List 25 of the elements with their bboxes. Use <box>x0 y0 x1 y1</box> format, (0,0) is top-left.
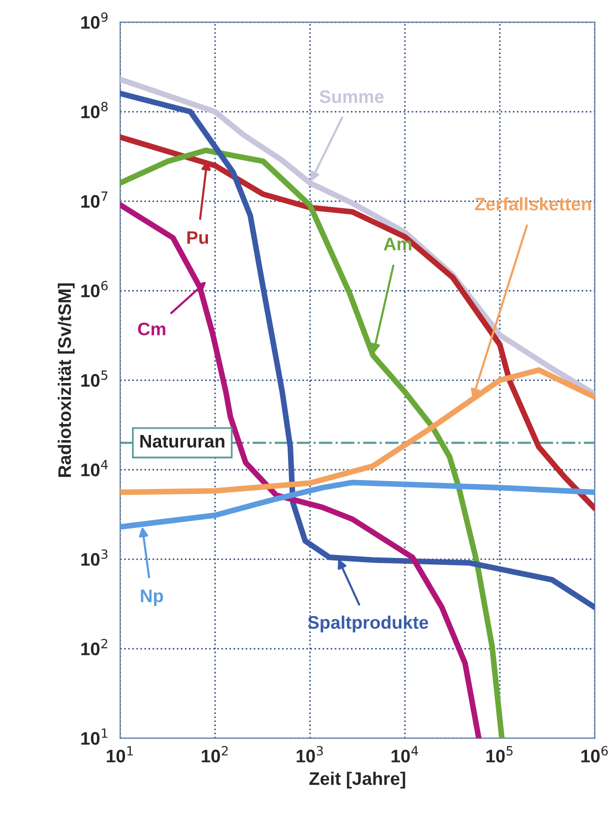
annotation: Np <box>140 590 164 606</box>
x-tick-label: 10$^{2}$ <box>202 746 228 762</box>
annotation: Summe <box>320 90 384 104</box>
y-tick-label: 10$^{2}$ <box>81 638 108 656</box>
x-axis-title: Zeit [Jahre] <box>309 772 406 789</box>
x-tick-label: 10$^{6}$ <box>581 746 608 762</box>
y-tick-label: 10$^{8}$ <box>81 102 108 118</box>
annotation: Pu <box>187 231 208 244</box>
x-tick-label: 10$^{1}$ <box>106 746 133 762</box>
x-tick-label: 10$^{3}$ <box>296 746 323 762</box>
annotation: Spaltprodukte <box>308 616 428 632</box>
y-tick-label: 10$^{4}$ <box>81 460 108 476</box>
annotation: Zerfallsketten <box>475 197 591 210</box>
x-tick-label: 10$^{5}$ <box>486 746 513 762</box>
y-tick-label: 10$^{5}$ <box>81 370 108 387</box>
y-axis-title: Radiotoxizität [Sv/tSM] <box>58 283 75 477</box>
annotation: Am <box>384 238 412 250</box>
annotation: Cm <box>138 322 166 336</box>
x-tick-label: 10$^{4}$ <box>392 746 418 762</box>
y-tick-label: 10$^{1}$ <box>81 728 108 745</box>
y-tick-label: 10$^{6}$ <box>81 280 108 298</box>
y-tick-label: 10$^{9}$ <box>81 12 108 29</box>
ref-line-label: Natururan <box>140 435 224 448</box>
y-tick-label: 10$^{3}$ <box>81 549 108 566</box>
y-tick-label: 10$^{7}$ <box>81 192 108 208</box>
